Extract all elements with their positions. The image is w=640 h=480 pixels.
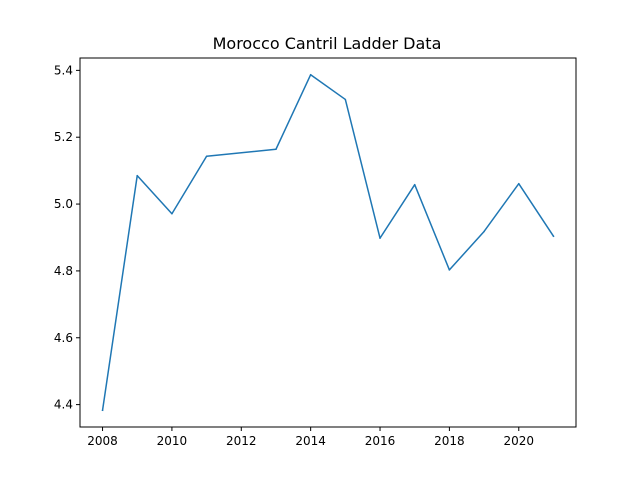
data-point [552,235,555,237]
x-tick-label: 2012 [226,434,257,448]
x-tick-label: 2010 [157,434,188,448]
data-point [275,148,277,150]
plot-series [101,73,555,412]
data-point [171,213,173,215]
x-tick-label: 2014 [295,434,326,448]
y-tick-label: 4.8 [54,264,73,278]
y-tick-label: 4.4 [54,398,73,412]
plot-frame [79,57,577,428]
data-point [136,174,138,177]
y-axis: 4.4 4.6 4.8 5.0 5.2 5.4 [54,63,80,412]
data-point [413,183,416,186]
x-tick-label: 2016 [365,434,396,448]
y-tick-label: 5.0 [54,197,73,211]
data-point [344,98,347,101]
y-tick-label: 5.2 [54,130,73,144]
data-point [379,237,381,239]
x-tick-label: 2008 [87,434,118,448]
data-point [101,409,104,412]
y-tick-label: 4.6 [54,331,73,345]
data-point [448,269,451,271]
chart-title: Morocco Cantril Ladder Data [213,34,442,53]
x-tick-label: 2020 [503,434,534,448]
x-tick-label: 2018 [434,434,465,448]
y-tick-label: 5.4 [54,63,73,77]
data-point [205,155,208,158]
data-point [483,230,485,233]
data-point [309,73,312,76]
data-point [518,182,520,185]
x-axis: 2008 2010 2012 2014 2016 2018 2020 [87,427,534,448]
